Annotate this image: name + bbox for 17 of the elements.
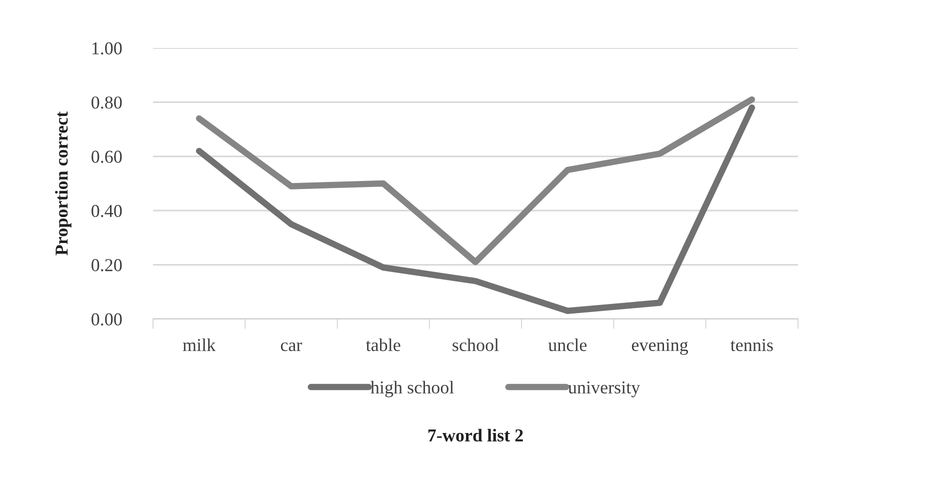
x-tick-label: car (280, 342, 302, 352)
x-tick-label: school (452, 338, 499, 352)
legend-label: high school (370, 380, 454, 398)
x-tick-label: uncle (548, 338, 587, 352)
legend-label: university (568, 381, 640, 398)
y-tick-label: 0.40 (92, 204, 122, 218)
y-axis-title: Proportion correct (55, 111, 72, 256)
y-tick-label: 0.60 (92, 150, 122, 163)
y-tick-label: 0.20 (92, 259, 122, 272)
x-tick-label: tennis (730, 339, 773, 352)
x-tick-label: table (366, 338, 400, 352)
y-tick-label: 0.80 (92, 96, 122, 109)
x-tick-label: evening (632, 338, 688, 355)
x-tick-label: milk (182, 338, 216, 351)
y-tick-label: 1.00 (92, 42, 122, 55)
y-tick-label: 0.00 (92, 313, 122, 326)
x-axis-title: 7-word list 2 (428, 428, 523, 442)
